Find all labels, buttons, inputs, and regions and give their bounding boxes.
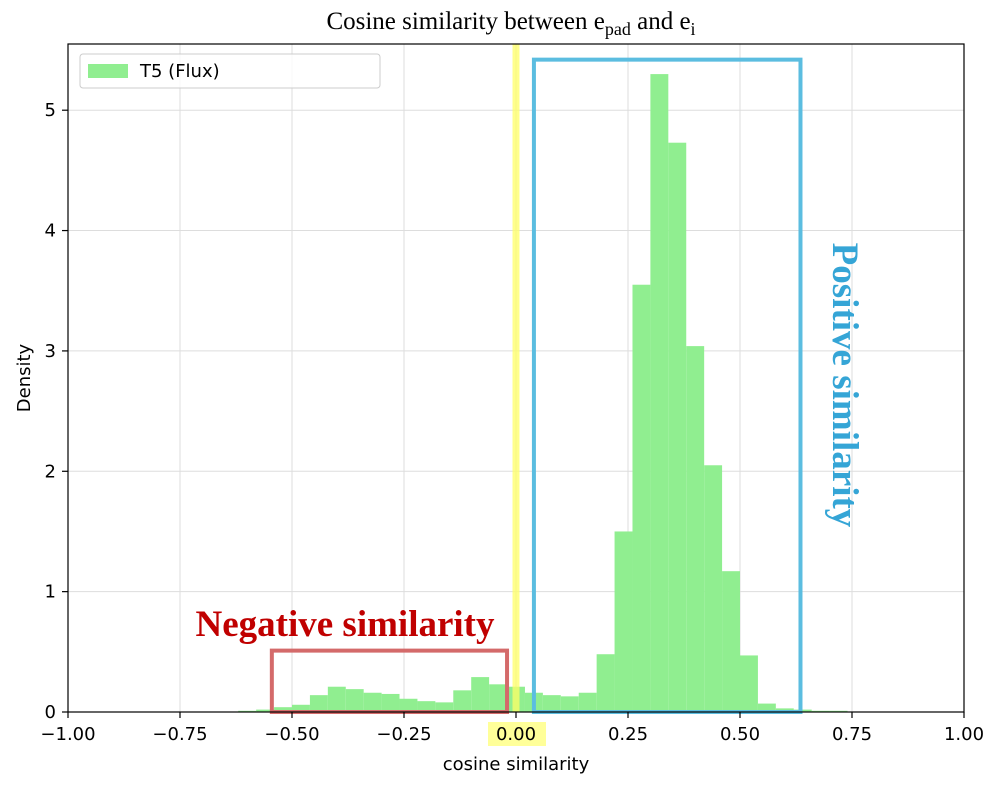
histogram-bar-22 <box>632 284 651 712</box>
x-tick-label-2: −0.50 <box>264 724 319 745</box>
zero-tick-highlight <box>488 722 546 746</box>
y-tick-label-4: 4 <box>45 221 56 242</box>
histogram-bar-13 <box>471 677 490 712</box>
histogram-bar-33 <box>829 710 848 712</box>
y-tick-label-0: 0 <box>45 702 56 723</box>
histogram-bar-32 <box>811 710 830 712</box>
legend-box <box>79 53 381 89</box>
chart-title: Cosine similarity between epad and ei <box>326 8 695 39</box>
title-subscript-pad: pad <box>605 19 631 39</box>
x-tick-label-3: −0.25 <box>376 724 431 745</box>
legend: T5 (Flux) <box>79 53 381 89</box>
x-tick-label-7: 0.75 <box>832 724 872 745</box>
histogram-bar-26 <box>704 465 723 712</box>
histogram-bar-17 <box>542 695 561 712</box>
histogram-bar-4 <box>309 695 328 712</box>
histogram-bar-2 <box>274 707 292 712</box>
axis-ticks: −1.00 −0.75 −0.50 −0.25 0.00 0.25 0.50 0.75 1.00… <box>40 100 984 745</box>
x-tick-label-5: 0.25 <box>608 724 648 745</box>
title-subscript-i: i <box>691 19 696 39</box>
histogram-bar-31 <box>793 709 812 712</box>
histogram-bar-0 <box>238 710 257 712</box>
tick-highlight <box>488 722 546 746</box>
histogram-bars <box>238 74 848 712</box>
legend-swatch <box>88 64 128 78</box>
histogram-bar-7 <box>363 692 382 712</box>
legend-label: T5 (Flux) <box>139 61 220 82</box>
histogram-bar-25 <box>686 346 705 712</box>
x-axis-label: cosine similarity <box>443 754 590 775</box>
x-tick-label-1: −0.75 <box>152 724 207 745</box>
histogram-bar-12 <box>453 690 472 712</box>
x-tick-label-8: 1.00 <box>944 724 984 745</box>
histogram-bar-6 <box>345 689 364 712</box>
histogram-bar-21 <box>614 531 633 712</box>
histogram-bar-9 <box>399 698 418 712</box>
histogram-bar-18 <box>560 696 579 712</box>
histogram-bar-10 <box>417 701 436 712</box>
histogram-bar-1 <box>256 709 275 712</box>
positive-similarity-label: Positive similarity <box>824 243 865 528</box>
title-and: and e <box>631 8 691 35</box>
x-tick-label-4: 0.00 <box>496 724 536 745</box>
x-tick-label-6: 0.50 <box>720 724 760 745</box>
histogram-bar-8 <box>381 693 400 712</box>
histogram-bar-3 <box>292 704 310 712</box>
histogram-bar-20 <box>596 654 615 712</box>
y-tick-label-2: 2 <box>45 461 56 482</box>
x-tick-label-0: −1.00 <box>40 724 95 745</box>
histogram-bar-11 <box>435 702 454 712</box>
y-axis-label: Density <box>14 343 35 412</box>
histogram-bar-28 <box>740 655 758 712</box>
histogram-bar-29 <box>757 703 776 712</box>
histogram-bar-24 <box>668 142 687 712</box>
histogram-bar-5 <box>327 686 346 712</box>
y-tick-label-3: 3 <box>45 341 56 362</box>
y-tick-label-5: 5 <box>45 100 56 121</box>
histogram-bar-27 <box>722 571 740 712</box>
negative-similarity-label: Negative similarity <box>196 604 495 645</box>
histogram-bar-14 <box>489 684 508 712</box>
histogram-bar-23 <box>650 74 669 712</box>
y-tick-label-1: 1 <box>45 582 56 603</box>
histogram-bar-19 <box>578 692 597 712</box>
